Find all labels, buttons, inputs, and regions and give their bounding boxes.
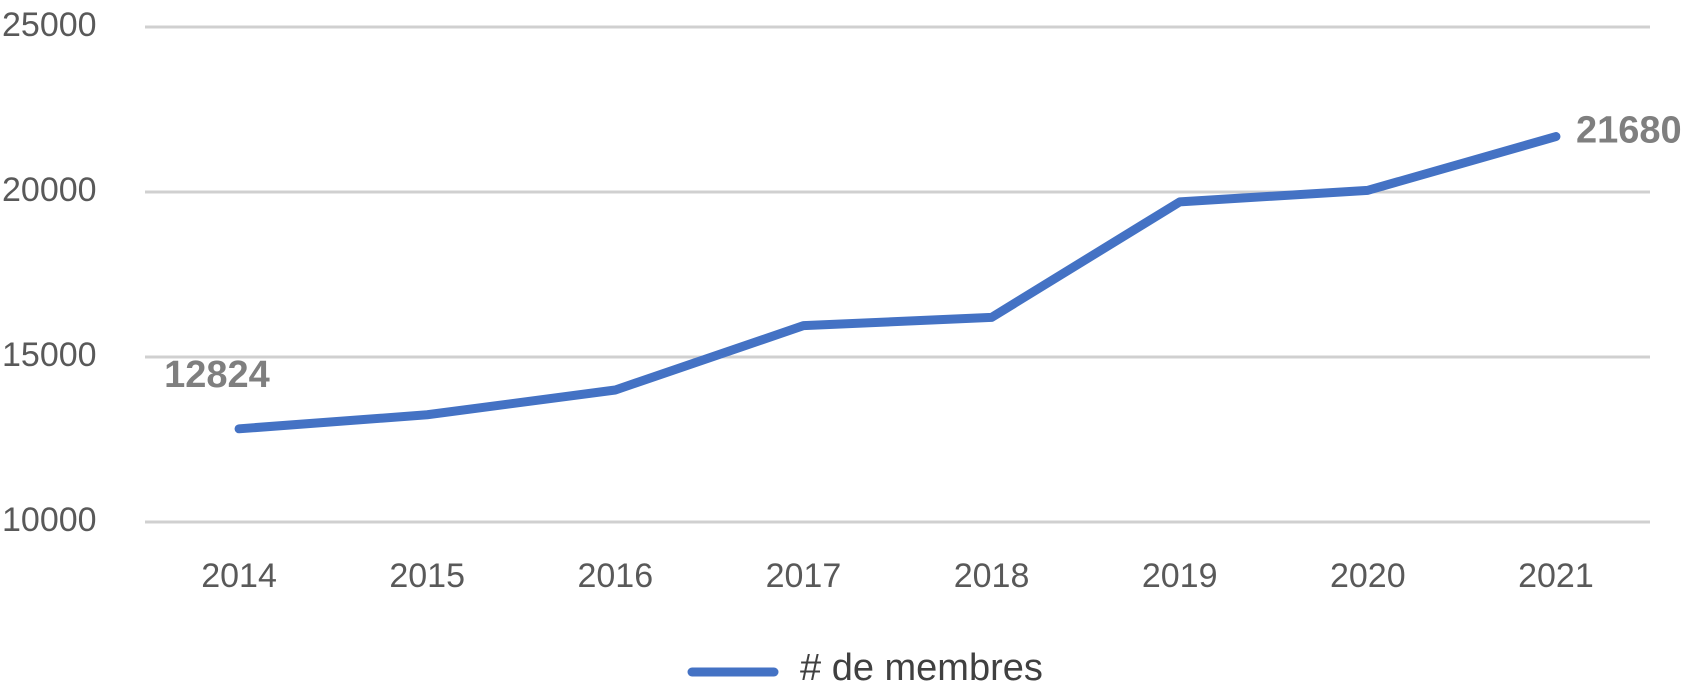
x-tick-label: 2016 <box>577 557 653 595</box>
data-line <box>234 132 1561 434</box>
x-tick-label: 2019 <box>1142 557 1218 595</box>
x-tick-label: 2017 <box>766 557 842 595</box>
x-tick-label: 2018 <box>954 557 1030 595</box>
data-label: 21680 <box>1576 110 1682 152</box>
y-tick-label: 10000 <box>2 501 97 539</box>
x-tick-label: 2020 <box>1330 557 1406 595</box>
x-tick-label: 2015 <box>389 557 465 595</box>
x-tick-label: 2021 <box>1518 557 1594 595</box>
y-tick-label: 15000 <box>2 336 97 374</box>
data-label: 12824 <box>164 354 270 396</box>
y-tick-label: 20000 <box>2 171 97 209</box>
y-tick-label: 25000 <box>2 6 97 44</box>
legend-label: # de membres <box>800 647 1043 688</box>
x-tick-label: 2014 <box>201 557 277 595</box>
